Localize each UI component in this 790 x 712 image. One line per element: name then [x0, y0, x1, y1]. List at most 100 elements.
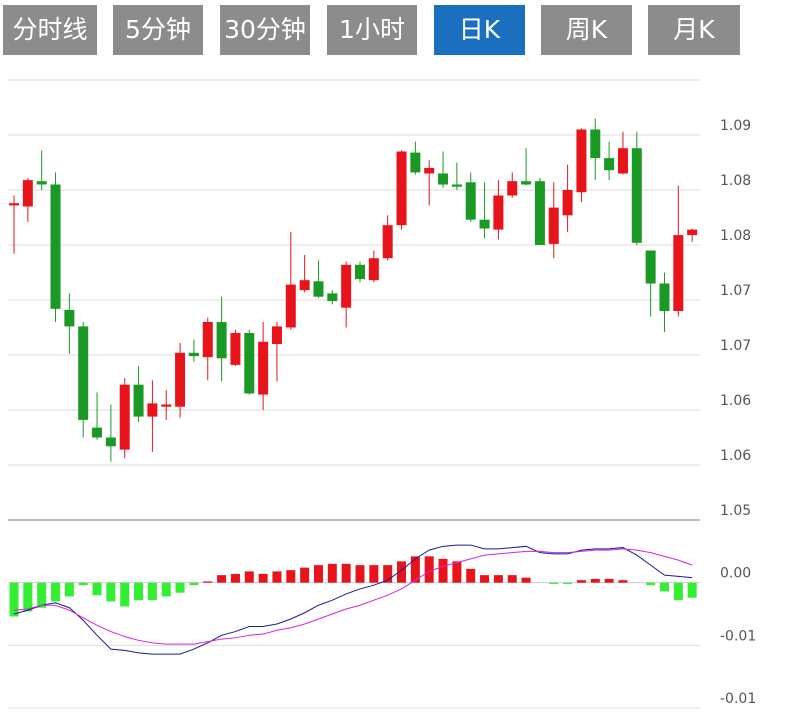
candle-body — [92, 427, 103, 438]
macd-histogram-bar — [410, 556, 420, 583]
candle-body — [424, 168, 435, 174]
macd-histogram-bar — [217, 575, 227, 583]
candle-body — [258, 341, 269, 395]
macd-histogram-bar — [673, 582, 683, 601]
period-tab[interactable]: 周K — [541, 5, 632, 55]
period-tab[interactable]: 月K — [648, 5, 740, 55]
candle-body — [313, 281, 324, 297]
macd-line — [13, 548, 693, 645]
candle-body — [659, 283, 670, 311]
period-tabs: 分时线 5分钟 30分钟 1小时 日K 周K 月K — [0, 0, 790, 60]
macd-histogram-bar — [341, 563, 351, 583]
candle-body — [188, 352, 199, 357]
macd-histogram-bar — [576, 580, 586, 583]
candle-body — [22, 180, 33, 207]
candle-body — [299, 280, 310, 291]
macd-histogram-bar — [64, 582, 74, 597]
candle-body — [216, 322, 227, 359]
macd-histogram-bar — [604, 578, 614, 583]
period-tab[interactable]: 日K — [434, 5, 525, 55]
candle-body — [50, 184, 61, 309]
candle-body — [534, 181, 545, 245]
macd-histogram-bar — [286, 570, 296, 583]
macd-histogram-bar — [230, 573, 240, 583]
candle-body — [604, 158, 615, 171]
y-tick-label: 1.06 — [720, 393, 751, 409]
candle-body — [327, 293, 338, 302]
macd-histogram-bar — [563, 582, 573, 584]
macd-histogram-bar — [134, 582, 144, 601]
candle-body — [465, 182, 476, 220]
candle-body — [230, 333, 241, 365]
candle-body — [631, 148, 642, 243]
candle-body — [147, 403, 158, 417]
macd-histogram-bar — [590, 578, 600, 583]
candle-body — [645, 250, 656, 284]
macd-histogram-bar — [438, 558, 448, 583]
macd-histogram-bar — [120, 582, 130, 607]
candle-body — [161, 404, 172, 407]
candle-body — [493, 195, 504, 230]
candle-body — [438, 173, 449, 185]
macd-histogram-bar — [424, 556, 434, 583]
y-tick-label: 1.08 — [720, 173, 751, 189]
macd-histogram-bar — [147, 582, 157, 601]
macd-histogram-bar — [9, 582, 19, 617]
macd-histogram-bar — [258, 573, 268, 583]
candle-body — [687, 229, 698, 236]
macd-histogram-bar — [646, 582, 656, 586]
macd-histogram-bar — [355, 565, 365, 583]
macd-histogram-bar — [37, 582, 47, 608]
candle-body — [119, 384, 130, 450]
candle-body — [36, 181, 47, 185]
candle-body — [202, 322, 213, 358]
candle-body — [382, 225, 393, 259]
candle-body — [78, 326, 89, 420]
candle-body — [576, 129, 587, 193]
y-tick-label: 1.09 — [720, 118, 751, 134]
period-tab[interactable]: 1小时 — [327, 5, 417, 55]
macd-histogram-bar — [369, 565, 379, 583]
candle-body — [451, 184, 462, 187]
period-tab[interactable]: 5分钟 — [113, 5, 203, 55]
y-tick-label: 1.05 — [720, 503, 751, 519]
macd-histogram-bar — [521, 577, 531, 583]
candle-body — [285, 284, 296, 328]
candle-body — [64, 309, 75, 327]
candle-body — [521, 181, 532, 185]
macd-histogram-bar — [161, 582, 171, 597]
candle-body — [341, 264, 352, 308]
macd-histogram-bar — [23, 582, 33, 612]
candle-body — [617, 148, 628, 174]
macd-histogram-bar — [383, 565, 393, 583]
macd-histogram-bar — [92, 582, 102, 596]
macd-histogram-bar — [51, 582, 61, 602]
y-tick-label: 1.08 — [720, 228, 751, 244]
macd-histogram-bar — [272, 571, 282, 583]
macd-histogram-bar — [507, 575, 517, 583]
macd-histogram-bar — [327, 563, 337, 583]
candle-body — [368, 258, 379, 281]
period-tab[interactable]: 分时线 — [3, 5, 97, 55]
candle-body — [133, 384, 144, 417]
macd-histogram-bar — [659, 582, 669, 592]
candle-body — [396, 151, 407, 226]
macd-histogram-bar — [452, 561, 462, 583]
y-tick-label: -0.01 — [720, 628, 756, 644]
macd-histogram-bar — [189, 582, 199, 586]
candle-body — [9, 203, 19, 206]
candle-body — [590, 129, 601, 159]
macd-histogram-bar — [175, 582, 185, 593]
candle-body — [355, 264, 365, 280]
macd-histogram-bar — [466, 568, 476, 583]
macd-histogram-bar — [493, 575, 503, 583]
macd-histogram-bar — [78, 582, 88, 586]
period-tab[interactable]: 30分钟 — [220, 5, 310, 55]
candle-body — [562, 190, 573, 216]
candle-body — [507, 181, 518, 196]
y-tick-label: 1.06 — [720, 448, 751, 464]
y-tick-label: 1.07 — [720, 283, 751, 299]
y-tick-label: -0.01 — [720, 691, 756, 707]
macd-line — [13, 544, 693, 655]
